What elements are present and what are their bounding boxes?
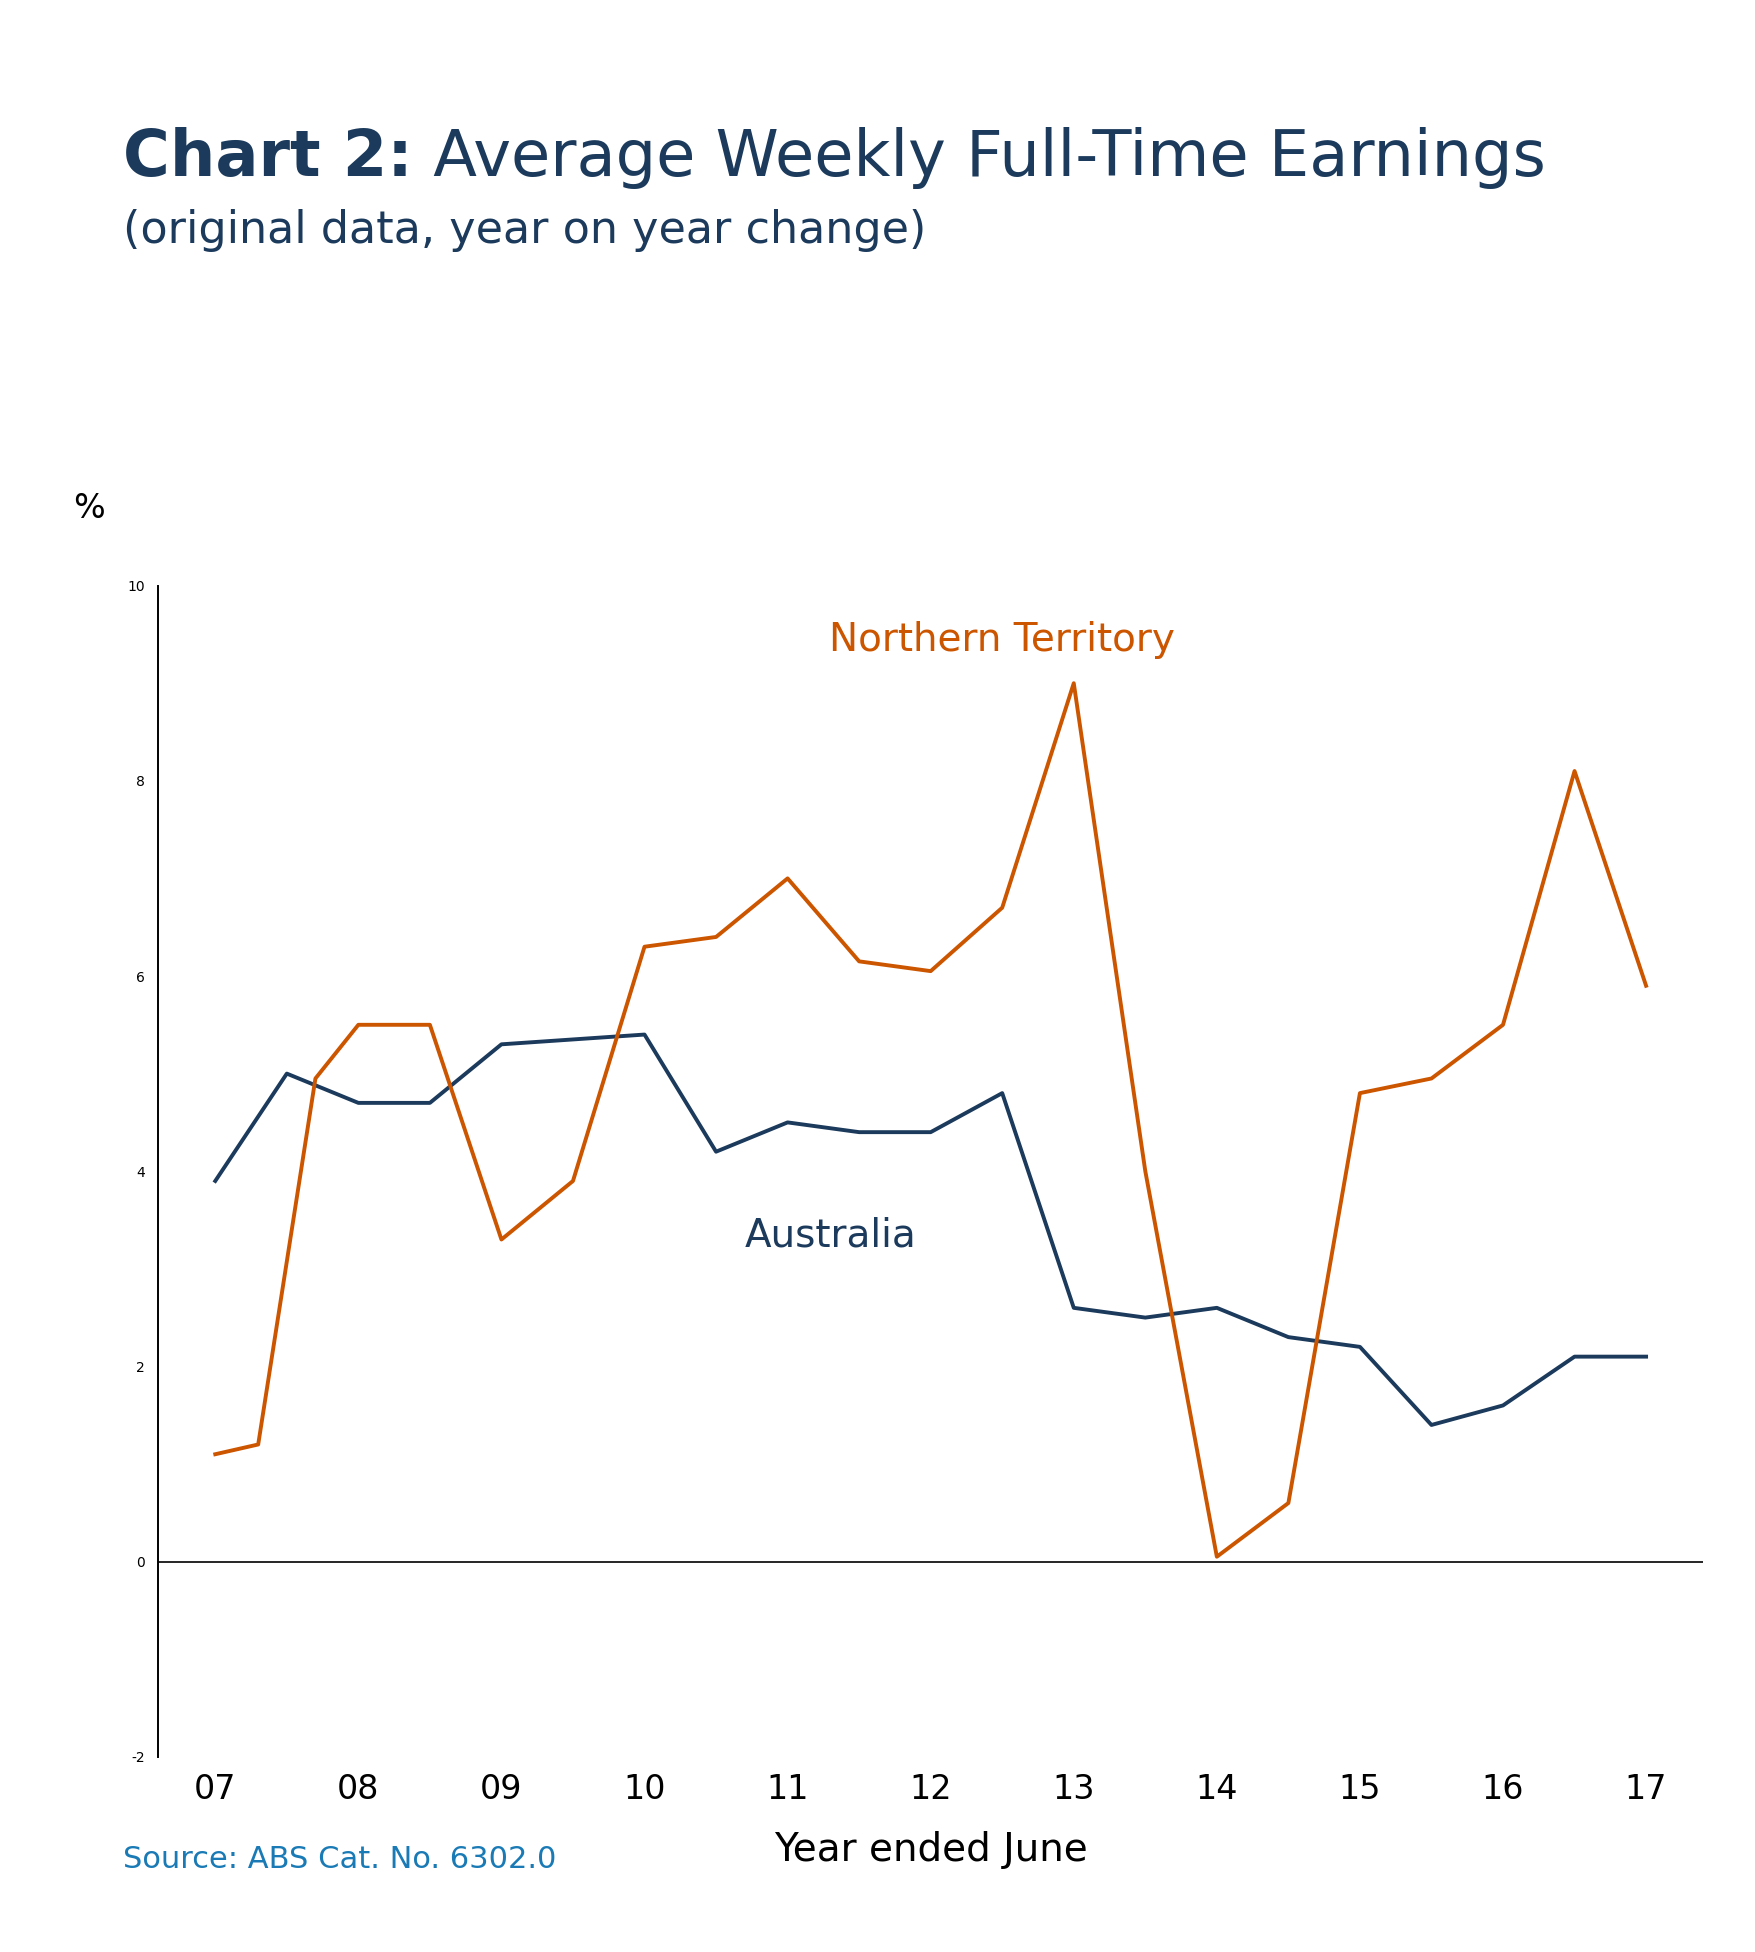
- Text: Australia: Australia: [744, 1216, 916, 1255]
- Text: %: %: [74, 492, 105, 525]
- Text: Chart 2:: Chart 2:: [123, 127, 412, 189]
- Text: Northern Territory: Northern Territory: [828, 621, 1174, 660]
- Text: (original data, year on year change): (original data, year on year change): [123, 209, 925, 252]
- Text: Average Weekly Full-Time Earnings: Average Weekly Full-Time Earnings: [412, 127, 1544, 189]
- Text: Source: ABS Cat. No. 6302.0: Source: ABS Cat. No. 6302.0: [123, 1845, 556, 1874]
- X-axis label: Year ended June: Year ended June: [774, 1831, 1086, 1868]
